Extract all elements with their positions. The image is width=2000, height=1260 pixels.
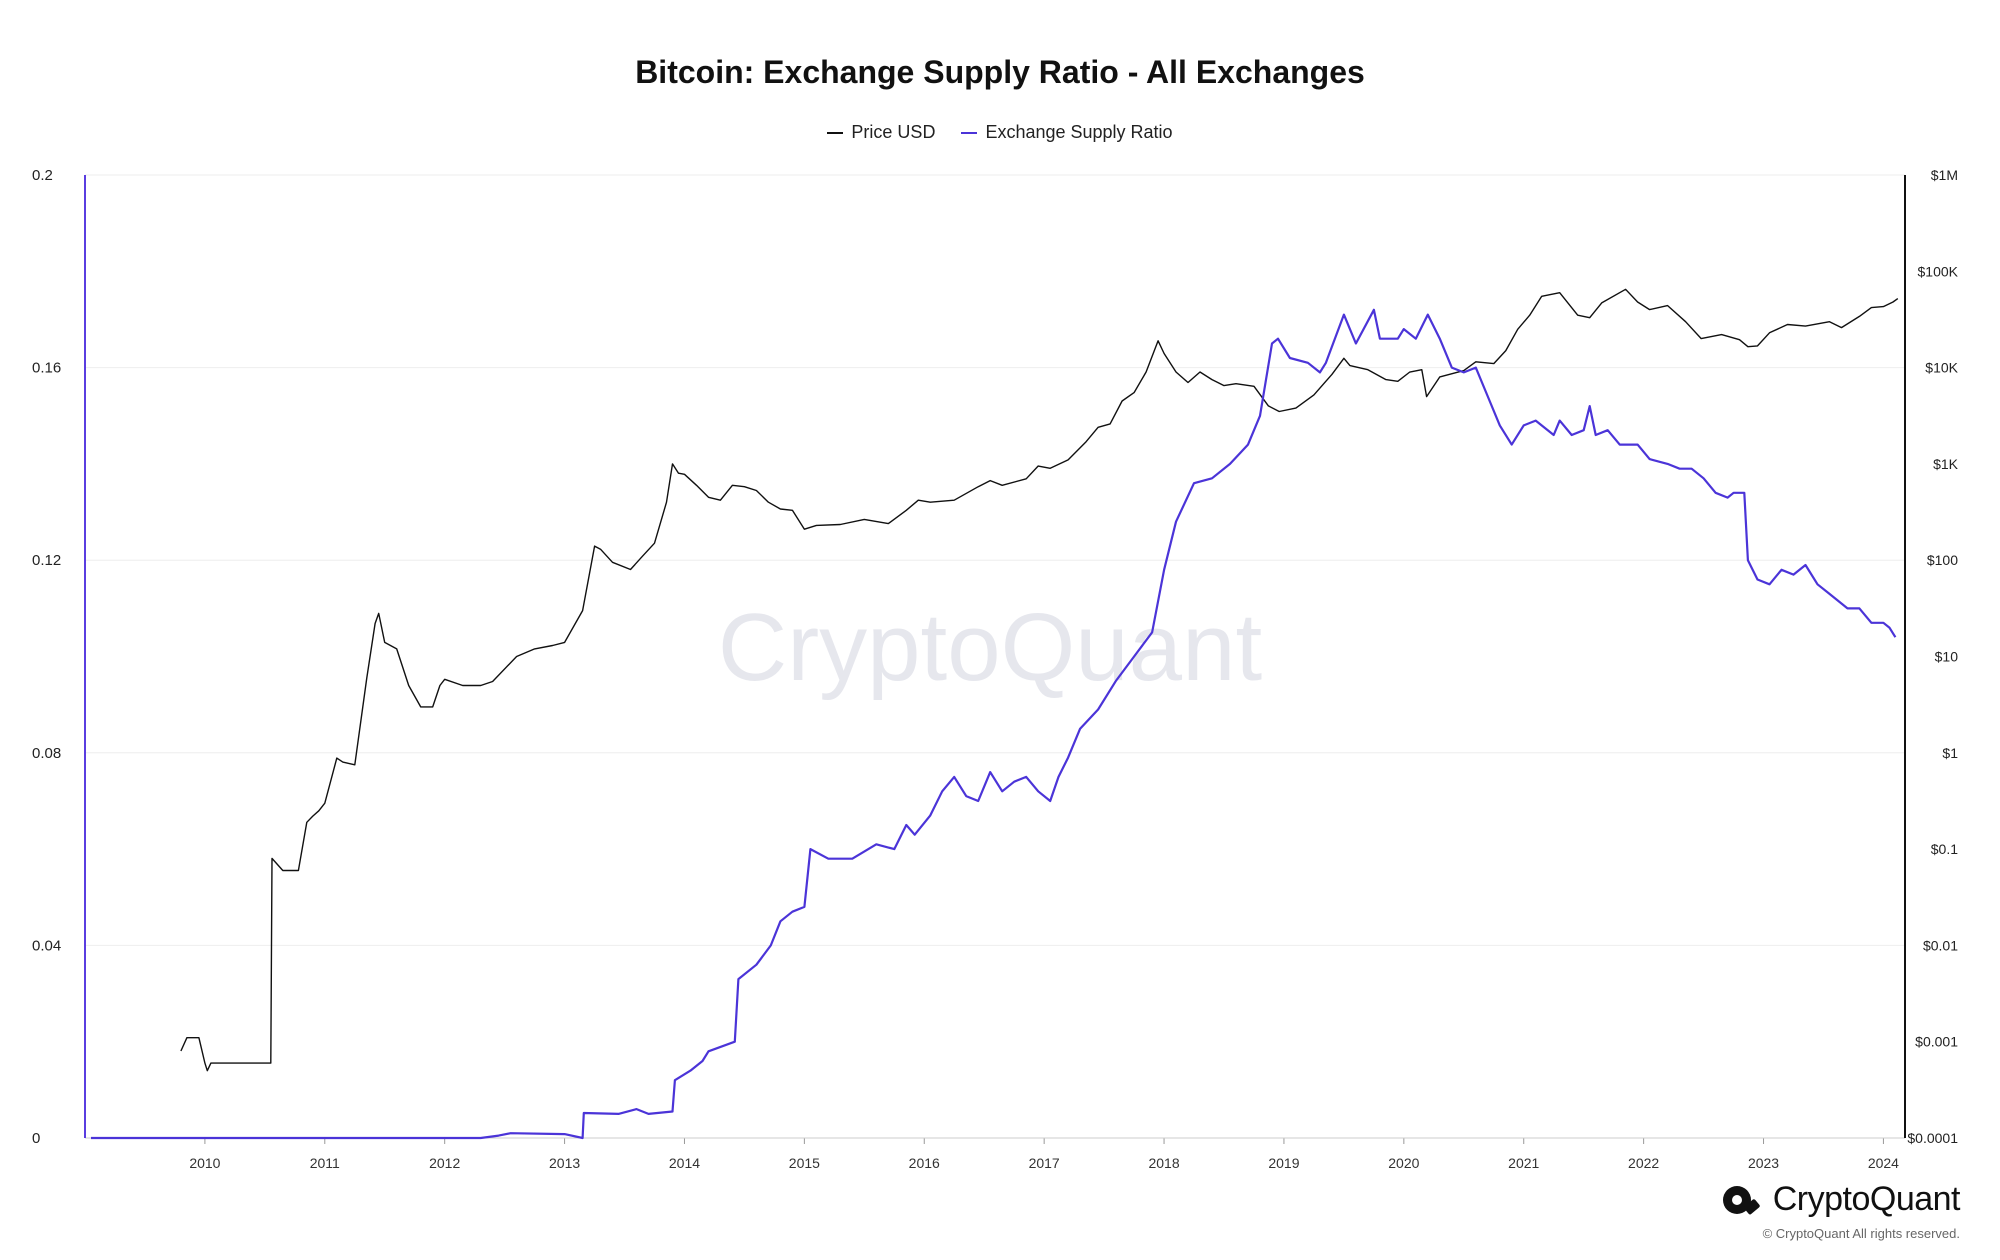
legend-item-ratio[interactable]: Exchange Supply Ratio xyxy=(961,122,1173,143)
x-tick-label: 2024 xyxy=(1868,1155,1899,1171)
right-tick-label: $1 xyxy=(1942,745,1958,761)
x-tick-label: 2023 xyxy=(1748,1155,1779,1171)
x-tick-label: 2016 xyxy=(909,1155,940,1171)
x-tick-label: 2013 xyxy=(549,1155,580,1171)
brand-name: CryptoQuant xyxy=(1772,1180,1961,1218)
legend-swatch-ratio xyxy=(961,131,978,134)
right-tick-label: $100 xyxy=(1927,552,1958,568)
series-layer xyxy=(91,288,1899,1140)
x-tick-label: 2012 xyxy=(429,1155,460,1171)
left-tick-label: 0.16 xyxy=(32,360,61,377)
right-tick-label: $10 xyxy=(1935,649,1959,665)
legend-swatch-price xyxy=(827,131,844,134)
x-tick-label: 2018 xyxy=(1148,1155,1179,1171)
right-tick-label: $100K xyxy=(1918,263,1959,279)
x-tick-label: 2022 xyxy=(1628,1155,1659,1171)
cryptoquant-logo-icon xyxy=(1722,1185,1760,1214)
x-tick-label: 2017 xyxy=(1029,1155,1060,1171)
right-tick-label: $1K xyxy=(1933,456,1959,472)
x-tick-label: 2015 xyxy=(789,1155,820,1171)
brand-logo: CryptoQuant xyxy=(1719,1180,1961,1219)
legend-label-price: Price USD xyxy=(851,122,936,142)
legend: Price USD Exchange Supply Ratio xyxy=(0,122,2000,143)
series-line-price-usd xyxy=(180,288,1899,1072)
right-tick-label: $0.1 xyxy=(1931,841,1958,857)
left-tick-label: 0.04 xyxy=(32,937,61,954)
right-tick-label: $1M xyxy=(1931,167,1958,183)
x-tick-label: 2019 xyxy=(1268,1155,1299,1171)
right-tick-label: $0.01 xyxy=(1923,937,1958,953)
x-tick-label: 2011 xyxy=(310,1155,340,1171)
x-tick-label: 2010 xyxy=(189,1155,220,1171)
right-tick-label: $0.0001 xyxy=(1907,1130,1958,1146)
copyright-text: © CryptoQuant All rights reserved. xyxy=(1762,1226,1960,1241)
axes: 0 0.04 0.08 0.12 0.16 0.2 $0.0001 $0.001 $0.01 $0… xyxy=(32,167,1959,1171)
x-tick-label: 2021 xyxy=(1508,1155,1539,1171)
legend-item-price[interactable]: Price USD xyxy=(827,122,935,143)
x-tick-label: 2014 xyxy=(669,1155,700,1171)
x-tick-label: 2020 xyxy=(1388,1155,1419,1171)
right-tick-label: $0.001 xyxy=(1915,1034,1958,1050)
legend-label-ratio: Exchange Supply Ratio xyxy=(985,122,1173,142)
chart-svg: CryptoQuant 0 0.04 0.08 0.12 0.16 0.2 $0.0001 $… xyxy=(32,167,1959,1171)
left-tick-label: 0.12 xyxy=(32,552,61,569)
watermark-text: CryptoQuant xyxy=(718,594,1262,701)
series-line-exchange-supply-ratio xyxy=(91,308,1897,1140)
left-tick-label: 0.2 xyxy=(32,167,53,184)
left-tick-label: 0 xyxy=(32,1130,40,1147)
grid xyxy=(85,174,1905,1139)
chart-title: Bitcoin: Exchange Supply Ratio - All Exc… xyxy=(635,54,1365,90)
right-tick-label: $10K xyxy=(1925,360,1958,376)
left-tick-label: 0.08 xyxy=(32,745,61,762)
